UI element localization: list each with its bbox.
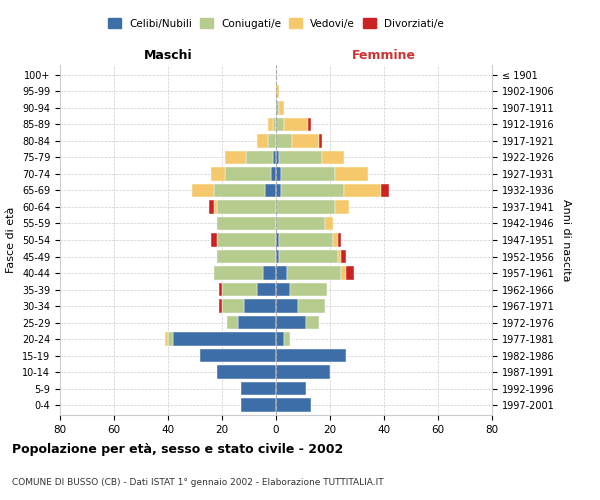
Bar	[271, 168, 276, 180]
Bar	[276, 250, 278, 263]
Bar	[276, 382, 306, 395]
Bar	[298, 300, 325, 312]
Bar	[276, 184, 281, 197]
Bar	[274, 118, 276, 131]
Bar	[168, 332, 173, 345]
Bar	[222, 300, 244, 312]
Bar	[284, 332, 290, 345]
Bar	[276, 151, 278, 164]
Bar	[346, 266, 354, 280]
Bar	[290, 283, 328, 296]
Bar	[335, 168, 368, 180]
Bar	[217, 366, 276, 378]
Bar	[222, 283, 257, 296]
Bar	[241, 382, 276, 395]
Bar	[225, 168, 271, 180]
Bar	[200, 349, 276, 362]
Bar	[276, 283, 290, 296]
Y-axis label: Anni di nascita: Anni di nascita	[561, 198, 571, 281]
Bar	[217, 200, 276, 213]
Bar	[276, 118, 284, 131]
Y-axis label: Fasce di età: Fasce di età	[7, 207, 16, 273]
Bar	[306, 316, 319, 329]
Bar	[276, 217, 325, 230]
Bar	[382, 184, 389, 197]
Bar	[278, 102, 284, 114]
Bar	[308, 118, 311, 131]
Bar	[268, 134, 276, 147]
Bar	[238, 316, 276, 329]
Bar	[276, 349, 346, 362]
Bar	[193, 184, 214, 197]
Bar	[257, 283, 276, 296]
Bar	[341, 250, 346, 263]
Bar	[343, 184, 382, 197]
Bar	[268, 118, 274, 131]
Bar	[276, 366, 330, 378]
Bar	[263, 266, 276, 280]
Bar	[276, 266, 287, 280]
Bar	[276, 316, 306, 329]
Bar	[217, 250, 276, 263]
Legend: Celibi/Nubili, Coniugati/e, Vedovi/e, Divorziati/e: Celibi/Nubili, Coniugati/e, Vedovi/e, Di…	[104, 14, 448, 33]
Bar	[276, 300, 298, 312]
Bar	[220, 300, 222, 312]
Bar	[173, 332, 276, 345]
Bar	[338, 250, 341, 263]
Bar	[227, 316, 238, 329]
Bar	[276, 234, 278, 246]
Bar	[335, 200, 349, 213]
Text: COMUNE DI BUSSO (CB) - Dati ISTAT 1° gennaio 2002 - Elaborazione TUTTITALIA.IT: COMUNE DI BUSSO (CB) - Dati ISTAT 1° gen…	[12, 478, 383, 487]
Bar	[278, 151, 322, 164]
Bar	[276, 200, 335, 213]
Bar	[281, 168, 335, 180]
Bar	[214, 266, 263, 280]
Bar	[257, 134, 268, 147]
Bar	[241, 398, 276, 411]
Text: Femmine: Femmine	[352, 48, 416, 62]
Bar	[274, 151, 276, 164]
Bar	[211, 168, 224, 180]
Bar	[209, 200, 214, 213]
Bar	[225, 151, 247, 164]
Bar	[276, 102, 278, 114]
Bar	[214, 200, 217, 213]
Text: Popolazione per età, sesso e stato civile - 2002: Popolazione per età, sesso e stato civil…	[12, 442, 343, 456]
Bar	[281, 184, 343, 197]
Bar	[220, 283, 222, 296]
Bar	[278, 234, 332, 246]
Bar	[217, 234, 276, 246]
Bar	[276, 134, 292, 147]
Bar	[217, 217, 276, 230]
Text: Maschi: Maschi	[143, 48, 193, 62]
Bar	[284, 118, 308, 131]
Bar	[338, 234, 341, 246]
Bar	[211, 234, 217, 246]
Bar	[325, 217, 333, 230]
Bar	[276, 398, 311, 411]
Bar	[287, 266, 341, 280]
Bar	[276, 85, 278, 98]
Bar	[244, 300, 276, 312]
Bar	[319, 134, 322, 147]
Bar	[247, 151, 274, 164]
Bar	[265, 184, 276, 197]
Bar	[332, 234, 338, 246]
Bar	[322, 151, 343, 164]
Bar	[214, 184, 265, 197]
Bar	[166, 332, 168, 345]
Bar	[276, 168, 281, 180]
Bar	[292, 134, 319, 147]
Bar	[278, 250, 338, 263]
Bar	[341, 266, 346, 280]
Bar	[276, 332, 284, 345]
